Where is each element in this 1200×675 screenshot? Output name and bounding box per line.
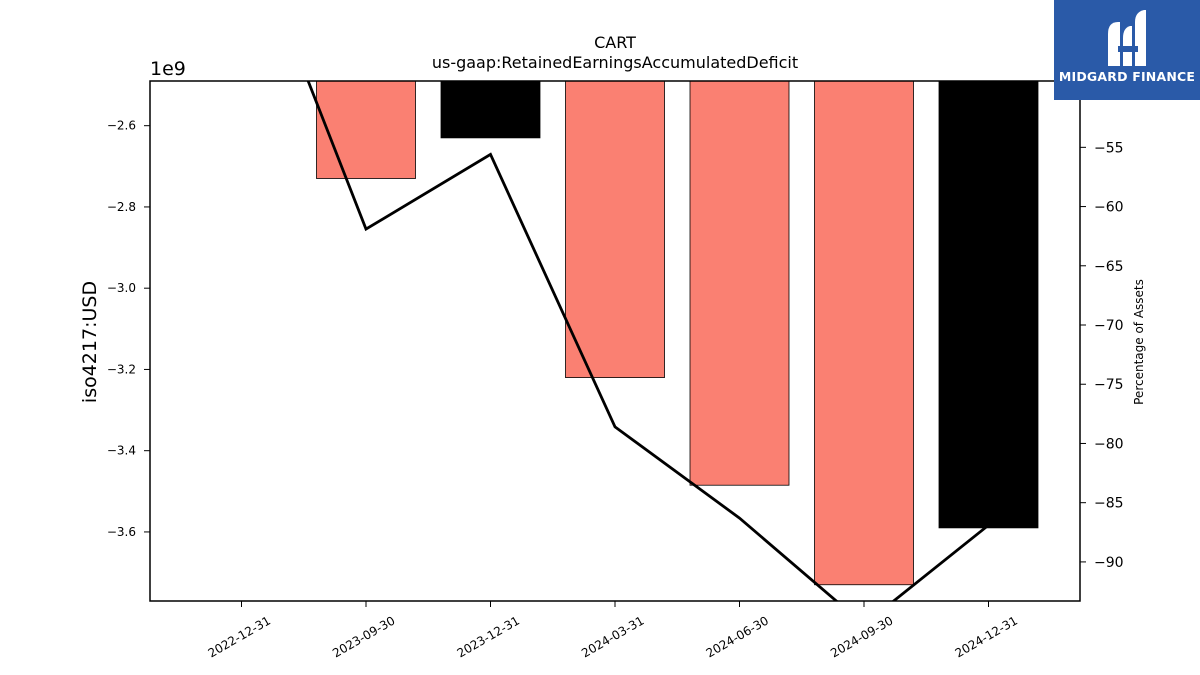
y2-tick-label: −55 (1094, 140, 1124, 156)
bar (565, 80, 665, 378)
y-axis-label: iso4217:USD (79, 281, 101, 403)
logo-text: MIDGARD FINANCE (1058, 69, 1196, 84)
y2-tick-label: −90 (1094, 555, 1124, 571)
bar (689, 80, 790, 486)
y-ticks: −3.6 −3.4 −3.2 −3.0 −2.8 −2.6 (107, 119, 150, 539)
percentage-line (306, 81, 990, 601)
y-tick-label: −3.0 (107, 281, 136, 295)
y-tick-label: −3.6 (107, 525, 136, 539)
midgard-logo-icon (1108, 10, 1146, 66)
y-tick-label: −2.8 (107, 200, 136, 214)
bars-group (316, 80, 1039, 586)
x-tick-label: 2023-09-30 (330, 613, 397, 660)
y2-tick-label: −80 (1094, 436, 1124, 452)
y2-tick-label: −70 (1094, 318, 1124, 334)
y2-tick-label: −65 (1094, 259, 1124, 275)
x-tick-label: 2023-12-31 (455, 613, 522, 660)
y-tick-label: −2.6 (107, 119, 136, 133)
y2-tick-label: −85 (1094, 496, 1124, 512)
y-offset-label: 1e9 (150, 58, 186, 80)
x-ticks: 2022-12-31 2023-09-30 2023-12-31 2024-03-31… (206, 601, 1020, 660)
midgard-logo: MIDGARD FINANCE (1054, 0, 1200, 100)
x-tick-label: 2024-03-31 (579, 613, 646, 660)
chart-title: CART (594, 33, 636, 52)
y2-tick-label: −60 (1094, 200, 1124, 216)
x-tick-label: 2024-09-30 (828, 613, 895, 660)
chart-subtitle: us-gaap:RetainedEarningsAccumulatedDefic… (432, 53, 798, 72)
y2-ticks: −90 −85 −80 −75 −70 −65 −60 −55 (1080, 140, 1124, 571)
x-tick-label: 2022-12-31 (206, 613, 273, 660)
y2-tick-label: −75 (1094, 377, 1124, 393)
bar (814, 80, 914, 586)
x-tick-label: 2024-06-30 (704, 613, 771, 660)
y-tick-label: −3.4 (107, 444, 136, 458)
y2-axis-label: Percentage of Assets (1132, 279, 1146, 405)
bar (440, 80, 541, 139)
bar (316, 80, 416, 179)
x-tick-label: 2024-12-31 (953, 613, 1020, 660)
y-tick-label: −3.2 (107, 362, 136, 376)
bar (938, 80, 1039, 529)
